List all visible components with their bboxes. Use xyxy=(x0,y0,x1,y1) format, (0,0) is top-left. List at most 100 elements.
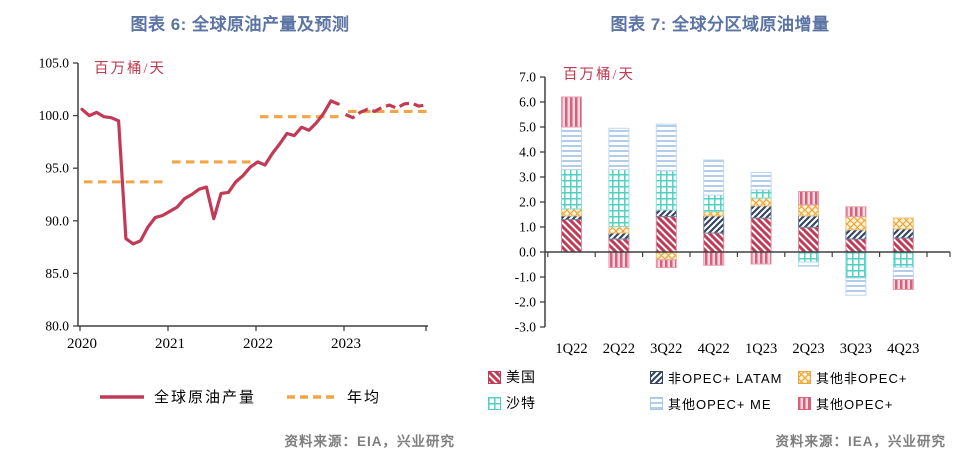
legend-label: 其他OPEC+ xyxy=(816,396,894,412)
y-tick-label: 85.0 xyxy=(45,266,69,281)
x-tick-label: 3Q23 xyxy=(840,341,872,357)
y-tick-label: -1.0 xyxy=(515,270,537,285)
bar-segment-opec_me-4Q23 xyxy=(892,266,914,281)
bar-segment-other_opec-4Q22 xyxy=(703,251,725,266)
legend-label: 沙特 xyxy=(506,397,536,412)
x-tick-label: 2020 xyxy=(67,336,97,352)
bar-segment-us-4Q23 xyxy=(892,237,914,253)
bar-segment-latam-2Q22 xyxy=(608,232,630,240)
legend-label: 其他OPEC+ ME xyxy=(668,396,772,412)
y-tick-label: 7.0 xyxy=(519,70,536,85)
y-tick-label: 1.0 xyxy=(519,220,536,235)
bar-segment-other_opec-1Q23 xyxy=(750,251,772,265)
bar-segment-other_opec-1Q22 xyxy=(561,96,582,128)
bar-segment-other_opec-2Q23 xyxy=(798,191,819,206)
x-tick-label: 4Q22 xyxy=(698,341,730,357)
bar-segment-saudi-3Q22 xyxy=(655,170,677,211)
bar-segment-opec_me-1Q22 xyxy=(561,126,582,170)
y-tick-label: 105.0 xyxy=(39,56,70,71)
chart7-source: 资料来源：IEA，兴业研究 xyxy=(775,434,946,449)
y-tick-label: 6.0 xyxy=(519,95,536,110)
swatch-fill xyxy=(798,396,811,410)
bar-segment-latam-4Q23 xyxy=(892,228,914,239)
x-tick-label: 2Q23 xyxy=(792,341,824,357)
chart7-title: 图表 7: 全球分区域原油增量 xyxy=(610,15,830,34)
bar-segment-saudi-1Q22 xyxy=(561,169,582,210)
bar-segment-latam-3Q22 xyxy=(655,209,677,217)
bar-segment-opec_me-2Q23 xyxy=(798,261,819,267)
production-line-solid xyxy=(80,99,340,246)
y-tick-label: 0.0 xyxy=(519,245,536,260)
bar-segment-latam-2Q23 xyxy=(798,215,819,228)
legend-label: 其他非OPEC+ xyxy=(816,370,908,386)
bar-segment-us-2Q22 xyxy=(608,238,630,253)
bar-segment-saudi-3Q23 xyxy=(845,251,867,279)
y-tick-label: 3.0 xyxy=(519,170,536,185)
bar-segment-us-3Q22 xyxy=(655,216,677,253)
other_opec-pattern-swatch xyxy=(798,396,811,410)
bar-segment-other_non_opec-3Q23 xyxy=(845,216,867,231)
x-tick-label: 2Q22 xyxy=(603,341,635,357)
bar-segment-opec_me-3Q22 xyxy=(655,123,677,172)
bar-segment-opec_me-1Q23 xyxy=(750,172,772,191)
swatch-fill xyxy=(488,396,501,410)
bar-segment-other_non_opec-3Q22 xyxy=(655,251,677,261)
x-tick-label: 1Q22 xyxy=(555,341,587,357)
bar-segment-other_non_opec-1Q22 xyxy=(561,208,582,217)
production-line-forecast-dashed xyxy=(344,101,427,120)
bar-segment-other_non_opec-2Q22 xyxy=(608,226,630,234)
us-pattern-swatch xyxy=(488,370,501,384)
bar-segment-other_opec-4Q23 xyxy=(892,279,914,290)
y-tick-label: 95.0 xyxy=(45,161,69,176)
bar-segment-other_non_opec-4Q23 xyxy=(892,217,914,230)
y-tick-label: -2.0 xyxy=(515,295,537,310)
x-tick-label: 2023 xyxy=(331,336,361,352)
swatch-fill xyxy=(650,396,663,410)
x-tick-label: 2022 xyxy=(243,336,273,352)
bar-segment-saudi-4Q22 xyxy=(703,194,725,212)
bar-segment-us-1Q22 xyxy=(561,219,582,253)
bar-segment-opec_me-2Q22 xyxy=(608,127,630,171)
saudi-pattern-swatch xyxy=(488,396,501,410)
y-tick-label: 5.0 xyxy=(519,120,536,135)
chart6-unit-label: 百万桶/天 xyxy=(94,61,167,77)
legend-item-opec_me: 其他OPEC+ ME xyxy=(650,393,798,413)
bar-segment-us-1Q23 xyxy=(750,217,772,253)
bar-segment-other_opec-3Q23 xyxy=(845,206,867,218)
chart6-source: 资料来源：EIA，兴业研究 xyxy=(284,434,455,449)
bar-segment-other_opec-3Q22 xyxy=(655,259,677,269)
legend-item-other_non_opec: 其他非OPEC+ xyxy=(798,367,954,387)
bar-segment-opec_me-4Q22 xyxy=(703,159,725,196)
legend-label: 美国 xyxy=(506,371,536,386)
legend-item-saudi: 沙特 xyxy=(488,393,650,413)
legend-item-production: 全球原油产量 xyxy=(99,386,256,407)
y-tick-label: 100.0 xyxy=(39,108,70,123)
chart6-legend: 全球原油产量 年均 xyxy=(0,386,480,407)
x-tick-label: 1Q23 xyxy=(745,341,777,357)
bar-segment-us-4Q22 xyxy=(703,232,725,253)
bar-segment-latam-4Q22 xyxy=(703,215,725,234)
legend-item-annual-average: 年均 xyxy=(286,386,381,407)
bar-segment-other_non_opec-4Q22 xyxy=(703,210,725,217)
bar-segment-opec_me-3Q23 xyxy=(845,277,867,296)
bar-segment-latam-1Q22 xyxy=(561,215,582,221)
other_non_opec-pattern-swatch xyxy=(798,370,811,384)
legend-label: 年均 xyxy=(347,390,382,406)
legend-label: 非OPEC+ LATAM xyxy=(668,370,783,386)
y-tick-label: -3.0 xyxy=(515,320,537,335)
chart6-plot: 105.0 100.0 95.0 90.0 85.0 80.0 2020 2021 2022 20… xyxy=(39,56,428,352)
y-tick-label: 90.0 xyxy=(45,213,69,228)
bar-segment-latam-1Q23 xyxy=(750,205,772,219)
swatch-fill xyxy=(650,370,663,384)
y-tick-label: 2.0 xyxy=(519,195,536,210)
chart7-unit-label: 百万桶/天 xyxy=(563,67,636,83)
bar-segment-us-3Q23 xyxy=(845,238,867,253)
swatch-fill xyxy=(488,370,501,384)
y-tick-label: 4.0 xyxy=(519,145,536,160)
x-tick-label: 2021 xyxy=(155,336,185,352)
opec_me-pattern-swatch xyxy=(650,396,663,410)
solid-line-swatch xyxy=(99,394,144,399)
x-tick-label: 3Q22 xyxy=(650,341,682,357)
bar-segment-other_opec-2Q22 xyxy=(608,251,630,268)
